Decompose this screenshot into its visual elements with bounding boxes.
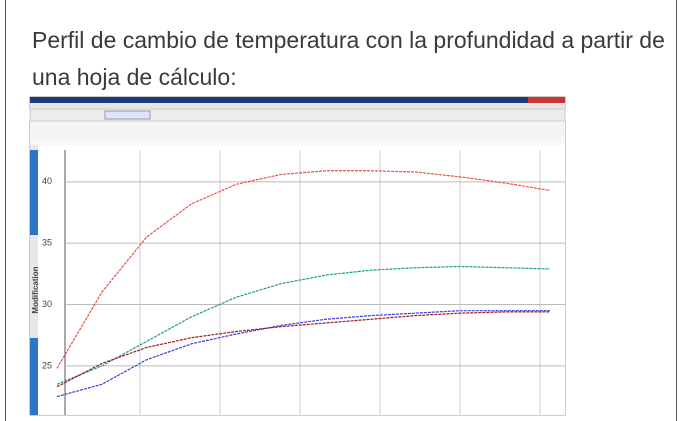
side-strip-top xyxy=(30,150,38,235)
y-axis-label: Modification xyxy=(31,266,40,313)
toolbar xyxy=(30,122,565,132)
toolbar xyxy=(30,132,565,138)
series-line xyxy=(56,170,551,369)
legend-bar xyxy=(30,138,565,145)
slide-frame xyxy=(5,0,677,421)
menu-bar xyxy=(30,103,565,109)
y-tick-label: 35 xyxy=(42,238,52,248)
series-line xyxy=(56,265,551,385)
slide-title: Perfil de cambio de temperatura con la p… xyxy=(32,27,665,90)
series-line xyxy=(56,311,550,388)
y-tick-label: 30 xyxy=(42,299,52,309)
side-strip-bottom xyxy=(30,338,38,415)
dropdown xyxy=(104,110,151,120)
vertical-grid xyxy=(139,150,541,415)
y-tick-label: 40 xyxy=(42,176,52,186)
window-controls xyxy=(528,97,565,103)
toolbar xyxy=(29,108,566,122)
title-bar xyxy=(30,97,565,103)
side-strip xyxy=(30,145,38,415)
plot-background xyxy=(30,145,565,415)
series-line xyxy=(56,310,550,398)
y-tick-label: 25 xyxy=(42,360,52,370)
